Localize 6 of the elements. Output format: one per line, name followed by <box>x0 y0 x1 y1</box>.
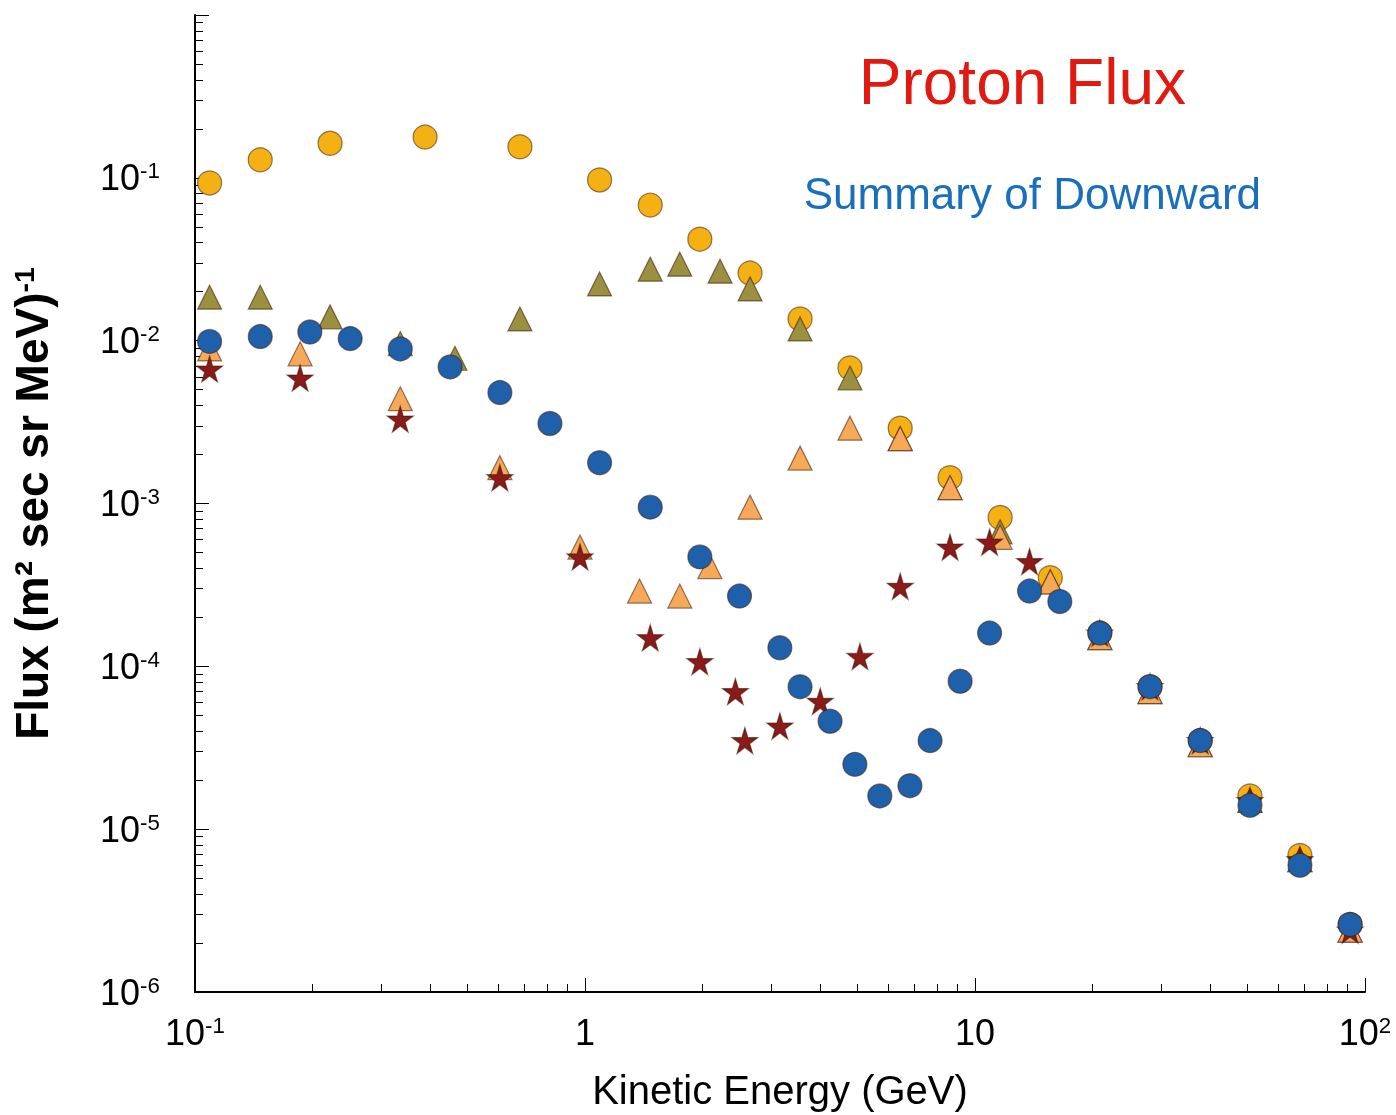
x-tick-label: 1 <box>574 1011 596 1053</box>
y-axis-title: Flux (m² sec sr MeV)-1 <box>6 267 58 740</box>
x-axis-title: Kinetic Energy (GeV) <box>592 1068 968 1112</box>
text: Proton Flux <box>858 46 1186 118</box>
text: Summary of Downward <box>803 168 1262 218</box>
x-tick-label: 10 <box>954 1011 996 1053</box>
